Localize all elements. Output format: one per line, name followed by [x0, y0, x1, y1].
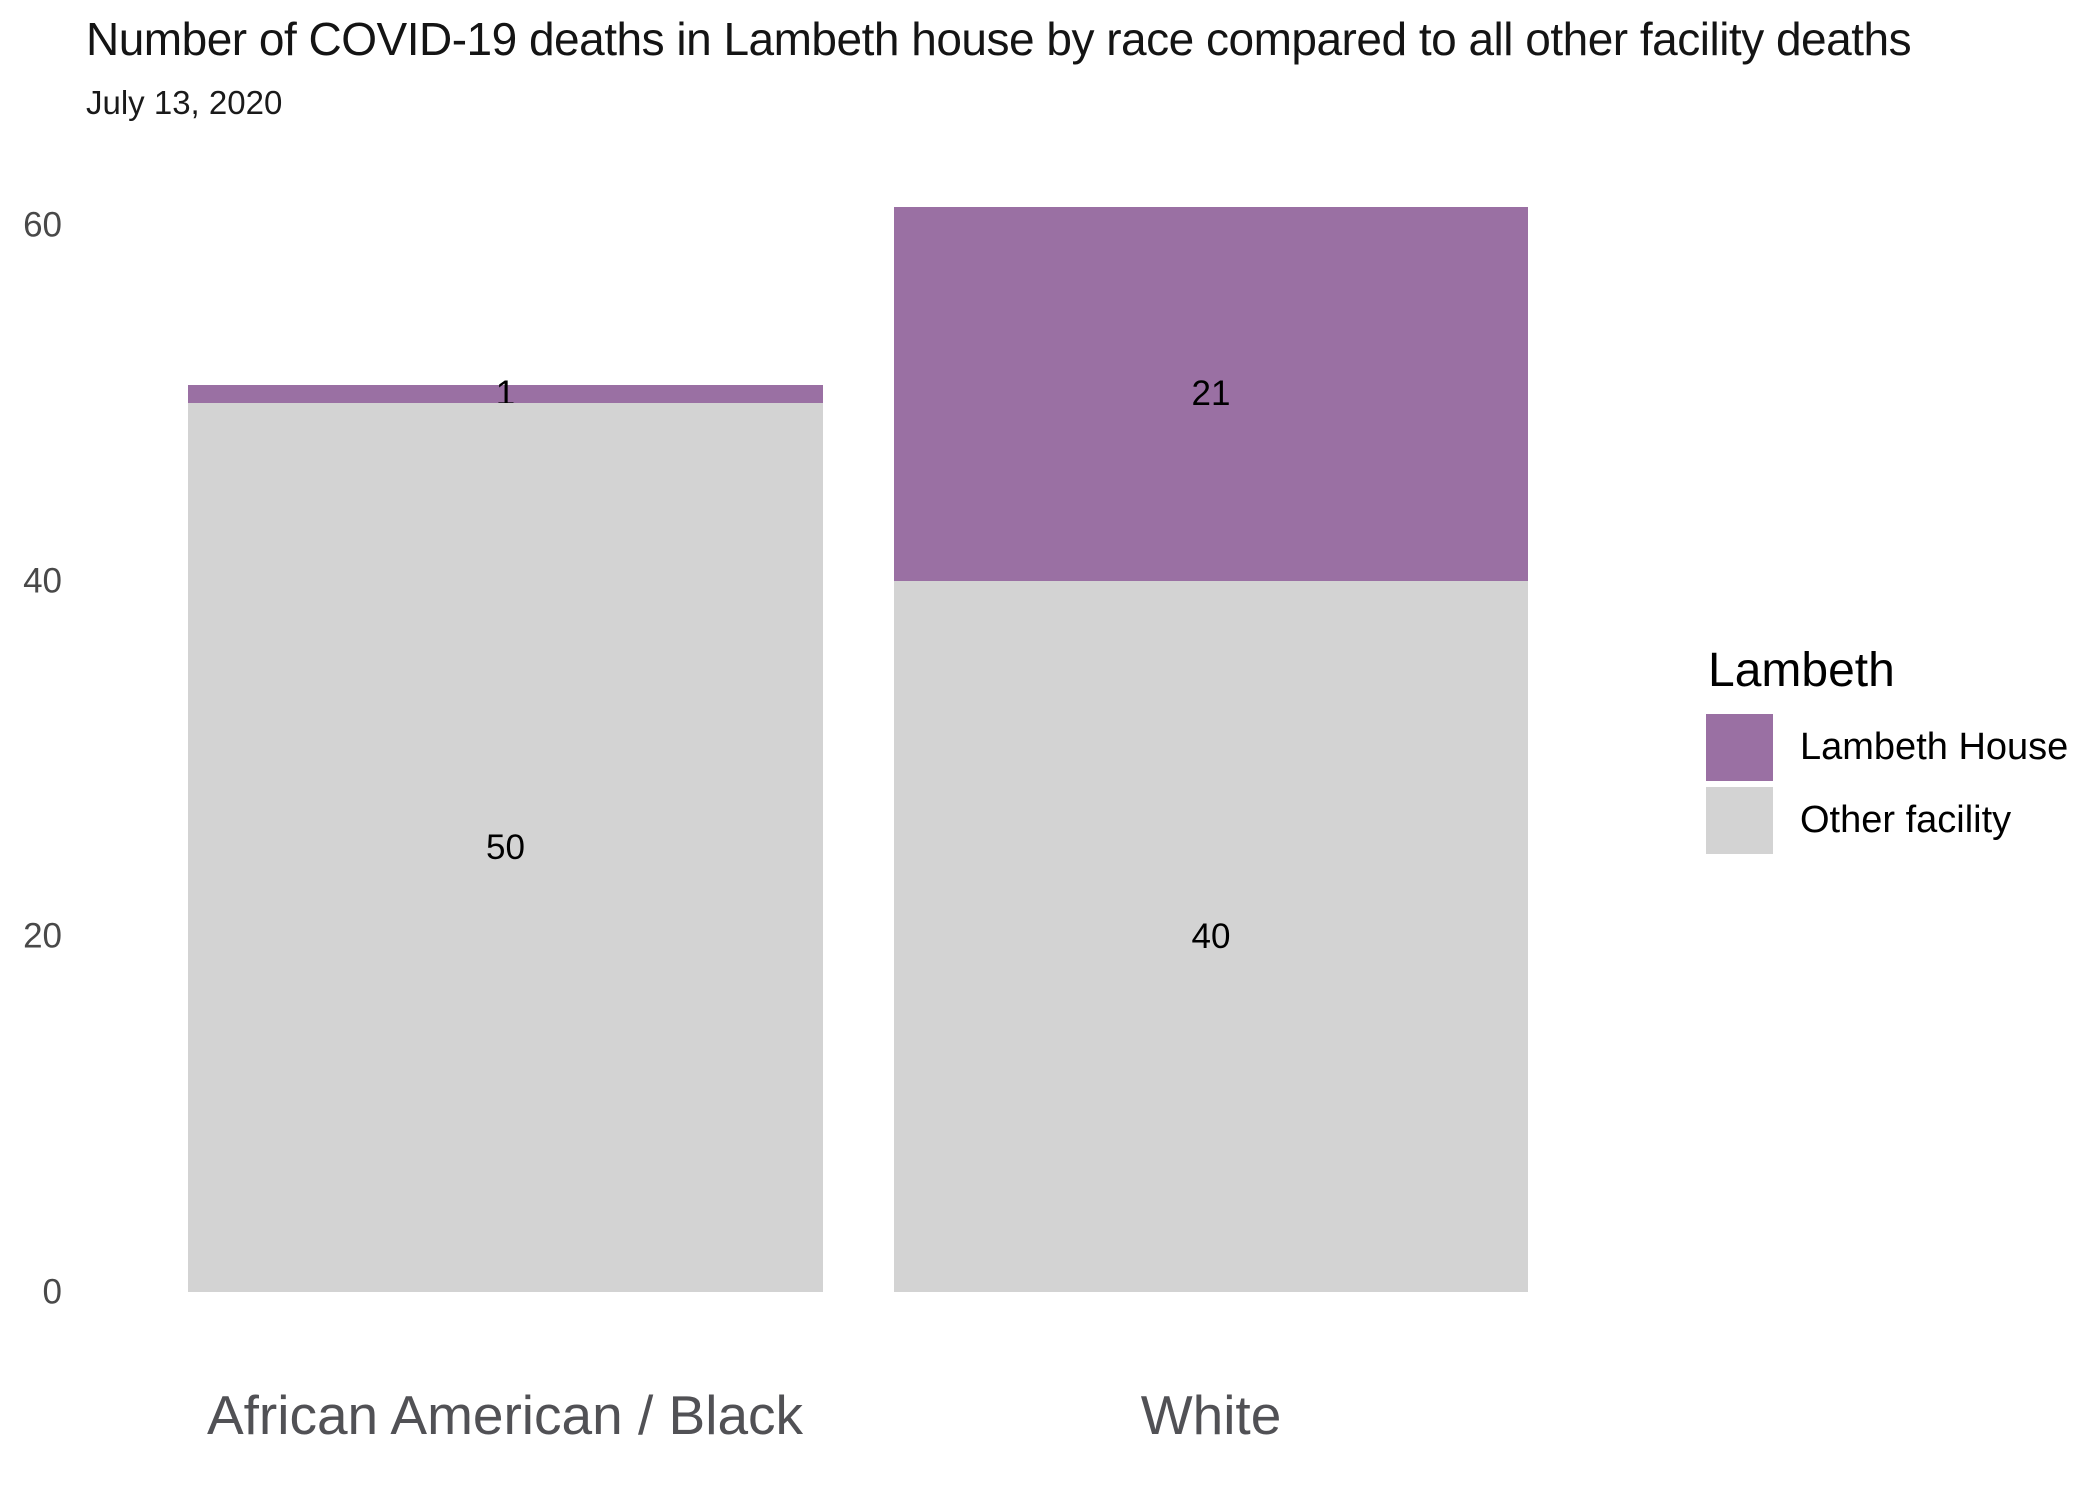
lambeth-house-swatch — [1706, 713, 1773, 781]
legend-item-lambeth-house: Lambeth House — [1706, 713, 2069, 781]
y-axis-tick-20: 20 — [23, 916, 62, 956]
legend-item-other-facility: Other facility — [1706, 786, 2068, 854]
bar-white-lambeth-house-segment[interactable]: 21 — [894, 207, 1528, 581]
legend-item-label: Other facility — [1800, 799, 2012, 842]
chart-subtitle: July 13, 2020 — [86, 84, 283, 121]
y-axis-tick-40: 40 — [23, 561, 62, 601]
x-axis-label-african-american-black: African American / Black — [206, 1384, 804, 1446]
legend: Lambeth Lambeth House Other facility — [1706, 642, 2068, 860]
y-axis-tick-60: 60 — [23, 205, 62, 245]
chart-title: Number of COVID-19 deaths in Lambeth hou… — [86, 13, 1912, 65]
other-facility-swatch — [1706, 786, 1773, 854]
y-axis-tick-0: 0 — [42, 1272, 62, 1312]
legend-item-label: Lambeth House — [1800, 726, 2069, 769]
value-label: 21 — [1191, 374, 1231, 414]
value-label: 1 — [495, 374, 516, 414]
legend-title: Lambeth — [1708, 644, 1895, 697]
bar-african-american-lambeth-house-segment[interactable]: 1 — [188, 376, 823, 411]
bar-african-american-other-facility-segment[interactable]: 50 — [188, 402, 823, 1292]
value-label: 50 — [486, 827, 525, 867]
x-axis-label-white: White — [1140, 1384, 1282, 1446]
value-label: 40 — [1191, 916, 1231, 956]
bar-white-other-facility-segment[interactable]: 40 — [894, 580, 1528, 1292]
